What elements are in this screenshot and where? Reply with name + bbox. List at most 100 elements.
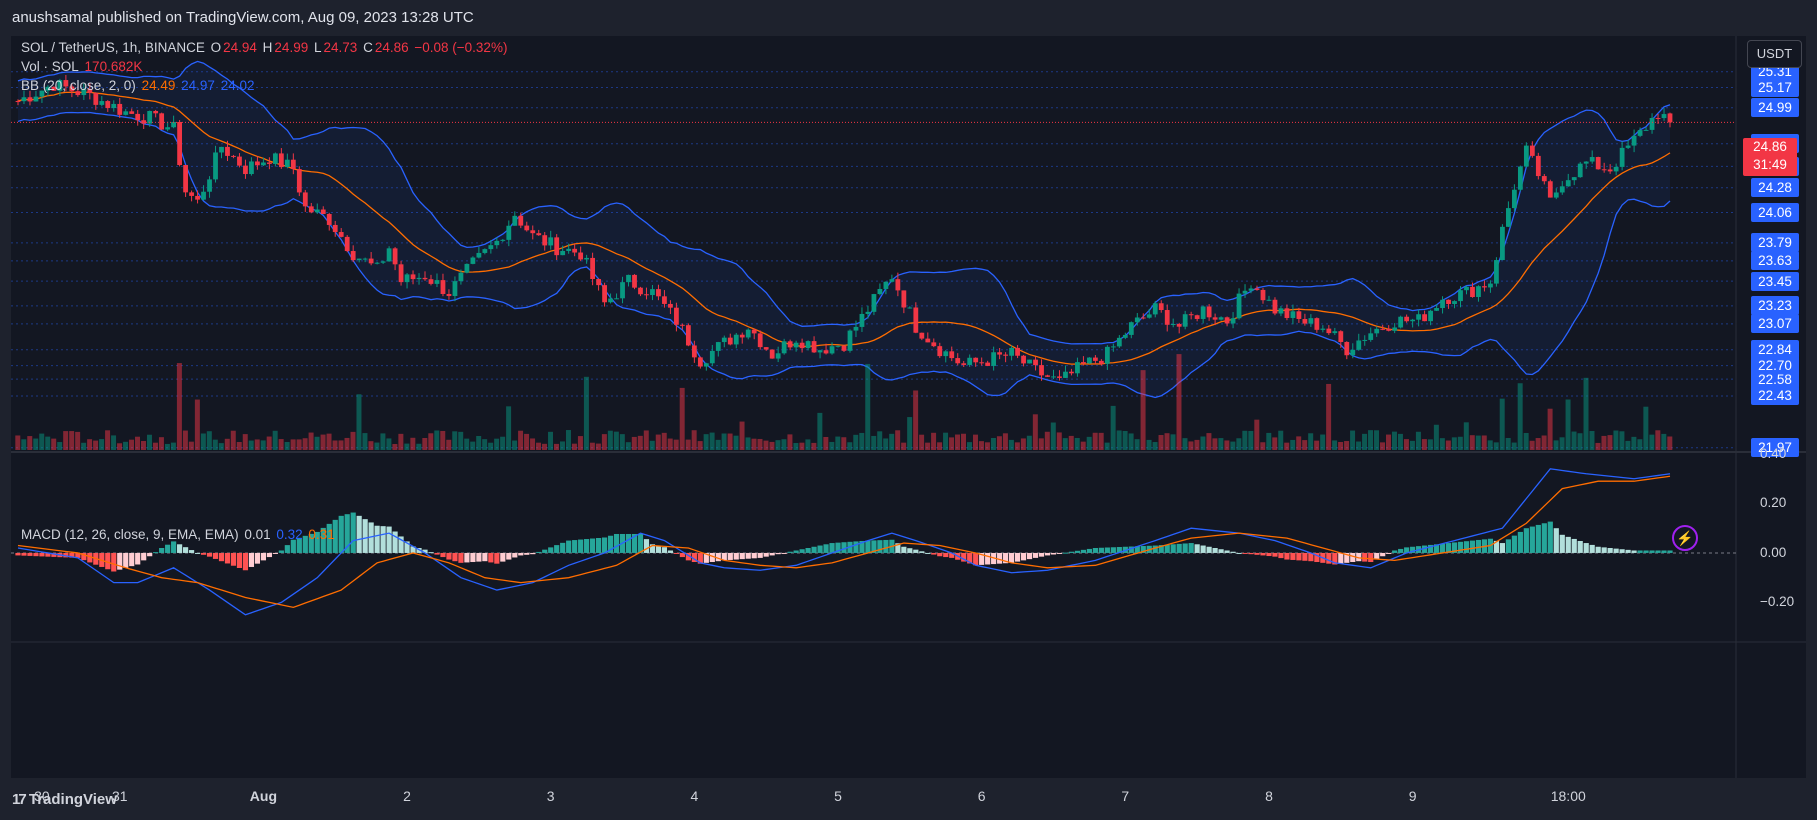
candle-body: [524, 225, 530, 231]
last-price-label: 24.86 31:49: [1743, 138, 1797, 176]
currency-unit-button[interactable]: USDT: [1747, 40, 1802, 68]
candle-body: [805, 341, 811, 349]
candle-body: [745, 329, 751, 338]
volume-bar: [996, 436, 1002, 450]
candle-body: [1374, 328, 1380, 334]
time-tick-label: Aug: [249, 788, 277, 804]
candle-body: [1506, 208, 1511, 227]
volume-bar: [314, 436, 320, 450]
price-tick-label: 25.17: [1751, 78, 1799, 98]
candle-body: [638, 287, 643, 295]
volume-bar: [793, 443, 799, 450]
volume-bar: [931, 432, 937, 450]
time-tick-label: 2: [403, 788, 411, 804]
time-tick-label: 18:00: [1550, 788, 1586, 804]
volume-bar: [919, 434, 925, 450]
macd-histogram-bar: [1308, 552, 1314, 562]
candle-body: [799, 342, 805, 349]
volume-bar: [338, 440, 344, 450]
chart-canvas[interactable]: [11, 36, 1806, 778]
volume-bar: [170, 442, 176, 450]
volume-bar: [1128, 433, 1134, 450]
macd-histogram-bar: [159, 548, 165, 553]
candle-body: [207, 179, 212, 192]
volume-bar: [1200, 436, 1206, 450]
volume-legend: Vol · SOL 170.682K: [21, 59, 144, 74]
chart-frame[interactable]: SOL / TetherUS, 1h, BINANCE O 24.94 H 24.9…: [11, 36, 1806, 804]
volume-bar: [1350, 430, 1356, 450]
volume-bar: [655, 434, 661, 450]
candle-body: [548, 237, 554, 246]
candle-body: [1302, 318, 1308, 324]
macd-histogram-bar: [482, 552, 488, 562]
volume-bar: [1242, 430, 1248, 450]
volume-bar: [1583, 377, 1589, 450]
volume-bar: [1667, 436, 1673, 450]
macd-histogram-bar: [1404, 547, 1410, 553]
candle-body: [446, 293, 452, 297]
bb-label[interactable]: BB (20, close, 2, 0): [21, 78, 136, 93]
candle-body: [87, 89, 93, 93]
volume-bar: [344, 437, 350, 450]
candle-body: [57, 80, 63, 91]
lightning-icon[interactable]: ⚡: [1672, 525, 1698, 551]
candle-body: [380, 261, 386, 263]
volume-bar: [356, 394, 362, 450]
macd-histogram-bar: [1661, 550, 1667, 553]
macd-histogram-bar: [1380, 552, 1386, 557]
candle-body: [308, 206, 314, 213]
volume-bar: [751, 438, 757, 450]
time-tick-label: 8: [1265, 788, 1273, 804]
volume-bar: [428, 433, 434, 450]
volume-bar: [69, 431, 75, 450]
candle-body: [1494, 260, 1499, 284]
volume-bar: [386, 438, 392, 450]
volume-bar: [1356, 441, 1362, 450]
time-tick-label: 4: [690, 788, 699, 804]
candle-body: [1320, 328, 1326, 330]
symbol-name[interactable]: SOL / TetherUS, 1h, BINANCE: [21, 40, 205, 55]
candle-body: [1224, 317, 1230, 324]
macd-histogram-bar: [458, 552, 464, 563]
candle-body: [189, 192, 194, 196]
candle-body: [506, 225, 512, 240]
macd-label[interactable]: MACD (12, 26, close, 9, EMA, EMA): [21, 527, 239, 542]
macd-histogram-bar: [1601, 547, 1607, 553]
candle-body: [973, 357, 979, 363]
volume-bar: [1601, 435, 1607, 450]
candle-body: [1236, 293, 1242, 319]
candle-body: [775, 353, 781, 359]
macd-histogram-bar: [1260, 552, 1266, 556]
macd-histogram-bar: [643, 539, 650, 553]
candle-body: [159, 113, 165, 130]
candle-body: [1667, 113, 1673, 123]
candle-body: [1500, 226, 1505, 261]
macd-histogram-bar: [1026, 552, 1033, 560]
macd-histogram-bar: [1583, 543, 1589, 553]
price-tick-label: 24.06: [1751, 202, 1799, 222]
volume-bar: [1320, 434, 1326, 450]
tradingview-logo[interactable]: 17 TradingView: [12, 791, 117, 808]
candle-body: [99, 101, 105, 105]
macd-histogram-bar: [1038, 552, 1045, 557]
volume-bar: [15, 435, 21, 450]
volume-bar: [512, 440, 518, 450]
macd-histogram-bar: [595, 538, 602, 553]
macd-histogram-bar: [1284, 552, 1290, 560]
macd-histogram-bar: [721, 552, 727, 561]
macd-legend: MACD (12, 26, close, 9, EMA, EMA) 0.01 0…: [21, 527, 337, 542]
volume-bar: [1266, 432, 1272, 450]
volume-bar: [1194, 439, 1200, 450]
volume-bar: [458, 431, 464, 450]
volume-bar: [1595, 442, 1601, 450]
candle-body: [1051, 376, 1056, 378]
macd-histogram-bar: [440, 552, 446, 558]
macd-histogram-bar: [1212, 548, 1218, 553]
macd-histogram-bar: [1553, 528, 1559, 553]
macd-histogram-bar: [1194, 544, 1200, 553]
volume-label[interactable]: Vol · SOL: [21, 59, 79, 74]
macd-histogram-bar: [1523, 528, 1529, 553]
price-tick-label: 24.28: [1751, 178, 1799, 198]
candle-body: [662, 296, 667, 304]
macd-histogram-bar: [290, 539, 296, 553]
